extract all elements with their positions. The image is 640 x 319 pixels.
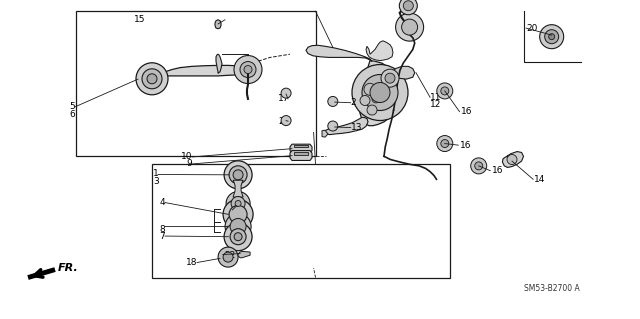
Polygon shape [306, 45, 372, 61]
Circle shape [441, 139, 449, 148]
Circle shape [360, 95, 370, 106]
Circle shape [281, 88, 291, 98]
Circle shape [436, 83, 453, 99]
Circle shape [223, 252, 233, 262]
Polygon shape [154, 65, 248, 83]
Text: 16: 16 [460, 141, 471, 150]
Circle shape [475, 162, 483, 170]
Polygon shape [294, 152, 308, 155]
Text: 3: 3 [153, 177, 159, 186]
Circle shape [244, 65, 252, 74]
Polygon shape [294, 145, 308, 147]
Bar [152, 164, 450, 278]
Circle shape [224, 161, 252, 189]
Polygon shape [290, 144, 312, 153]
Circle shape [385, 73, 395, 83]
Polygon shape [502, 152, 524, 167]
Text: 9: 9 [186, 159, 192, 168]
Circle shape [229, 205, 247, 223]
Circle shape [223, 199, 253, 229]
Text: 19: 19 [232, 205, 244, 214]
Circle shape [403, 1, 413, 11]
Circle shape [225, 213, 251, 240]
Circle shape [230, 219, 246, 234]
Circle shape [229, 166, 247, 184]
Text: 18: 18 [186, 258, 197, 267]
Text: FR.: FR. [58, 263, 79, 273]
Circle shape [224, 223, 252, 251]
Circle shape [328, 121, 338, 131]
Circle shape [370, 83, 390, 102]
Text: 6: 6 [70, 110, 76, 119]
Circle shape [352, 64, 408, 121]
Circle shape [507, 154, 517, 165]
Polygon shape [359, 61, 398, 126]
Text: 2: 2 [351, 98, 356, 107]
Circle shape [234, 233, 242, 241]
Circle shape [441, 87, 449, 95]
Circle shape [226, 191, 250, 216]
Polygon shape [392, 66, 415, 79]
Circle shape [230, 229, 246, 245]
Text: 4: 4 [159, 198, 165, 207]
Circle shape [381, 69, 399, 87]
Circle shape [231, 197, 245, 211]
Text: 12: 12 [430, 100, 442, 109]
Circle shape [402, 19, 418, 35]
Circle shape [328, 96, 338, 107]
Circle shape [235, 201, 241, 206]
Circle shape [540, 25, 564, 49]
Text: 5: 5 [70, 102, 76, 111]
Circle shape [240, 62, 256, 78]
Text: 10: 10 [180, 152, 192, 161]
Text: 13: 13 [351, 123, 362, 132]
Text: 1: 1 [153, 169, 159, 178]
Polygon shape [238, 251, 250, 258]
Circle shape [233, 170, 243, 180]
Circle shape [545, 30, 559, 44]
Circle shape [147, 74, 157, 84]
Polygon shape [366, 41, 393, 61]
Circle shape [372, 95, 380, 103]
Circle shape [471, 158, 487, 174]
Circle shape [136, 63, 168, 95]
Polygon shape [325, 117, 368, 135]
Text: 7: 7 [159, 232, 165, 241]
Circle shape [218, 247, 238, 267]
Text: 16: 16 [492, 166, 503, 175]
Circle shape [142, 69, 162, 89]
Circle shape [234, 56, 262, 84]
Circle shape [436, 136, 453, 152]
Circle shape [396, 13, 424, 41]
Text: 11: 11 [430, 93, 442, 102]
Text: 14: 14 [534, 175, 546, 184]
Text: 8: 8 [159, 225, 165, 234]
Circle shape [364, 83, 376, 95]
Text: 20: 20 [526, 24, 538, 33]
Text: SM53-B2700 A: SM53-B2700 A [524, 284, 580, 293]
Circle shape [367, 105, 377, 115]
Text: 16: 16 [461, 107, 472, 116]
Circle shape [399, 0, 417, 15]
Circle shape [362, 75, 398, 110]
Polygon shape [216, 54, 222, 73]
Circle shape [281, 115, 291, 126]
Polygon shape [215, 20, 221, 29]
Text: 22: 22 [224, 251, 236, 260]
Polygon shape [322, 130, 328, 137]
Circle shape [548, 34, 555, 40]
Bar [76, 11, 316, 156]
Text: 21: 21 [278, 117, 289, 126]
Text: 17: 17 [278, 94, 289, 103]
Polygon shape [233, 180, 243, 197]
Polygon shape [290, 151, 312, 160]
Text: 15: 15 [134, 15, 146, 24]
